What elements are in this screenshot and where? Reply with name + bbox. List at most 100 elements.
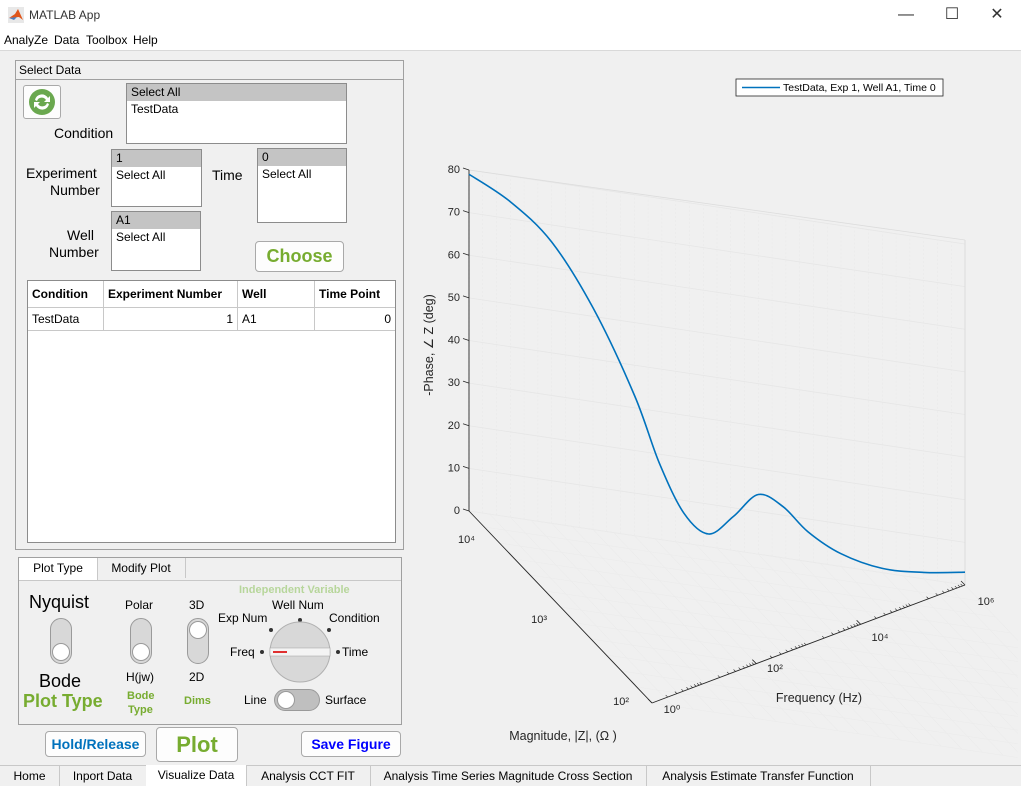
line-surface-switch[interactable] bbox=[274, 689, 320, 711]
polar-label: Polar bbox=[125, 598, 154, 612]
table-cell-condition[interactable]: TestData bbox=[28, 307, 104, 331]
chart-frequency-minor-tick bbox=[665, 694, 668, 698]
select-data-panel: Select Data Condition Select All TestDat… bbox=[15, 60, 404, 550]
chart-frequency-minor-tick bbox=[899, 606, 902, 610]
chart-frequency-minor-tick bbox=[926, 596, 929, 599]
tab-inport-data[interactable]: Inport Data bbox=[59, 766, 147, 786]
minimize-button[interactable]: — bbox=[898, 6, 914, 23]
save-figure-button[interactable]: Save Figure bbox=[301, 731, 401, 757]
tab-home[interactable]: Home bbox=[0, 766, 60, 786]
experiment-label-line1: Experiment bbox=[26, 165, 97, 181]
nyquist-bode-switch-knob[interactable] bbox=[52, 643, 70, 661]
time-listbox[interactable]: 0 Select All bbox=[257, 148, 347, 223]
chart-frequency-minor-tick bbox=[686, 687, 689, 690]
well-item-a1[interactable]: A1 bbox=[112, 212, 200, 229]
menu-analyze[interactable]: AnalyZe bbox=[4, 33, 49, 47]
chart-frequency-minor-tick bbox=[954, 585, 958, 589]
tab-analysis-cct-fit[interactable]: Analysis CCT FIT bbox=[246, 766, 371, 786]
plot-type-label: Plot Type bbox=[23, 691, 103, 711]
time-item-0[interactable]: 0 bbox=[258, 149, 346, 166]
table-header-time-point[interactable]: Time Point bbox=[314, 281, 395, 308]
refresh-button[interactable] bbox=[23, 85, 61, 119]
independent-variable-knob[interactable] bbox=[255, 612, 345, 684]
bode-label: Bode bbox=[39, 671, 82, 691]
condition-listbox[interactable]: Select All TestData bbox=[126, 83, 347, 144]
menu-toolbox[interactable]: Toolbox bbox=[86, 33, 128, 47]
chart-frequency-minor-tick bbox=[674, 691, 678, 694]
chart-frequency-minor-tick bbox=[850, 625, 853, 628]
chart-frequency-minor-tick bbox=[798, 644, 801, 648]
chart-z-tick-label: 80 bbox=[448, 164, 460, 176]
close-button[interactable]: ✕ bbox=[990, 6, 1004, 23]
chart-z-tick bbox=[462, 210, 470, 214]
tab-plot-type[interactable]: Plot Type bbox=[19, 558, 98, 580]
chart-grid bbox=[468, 169, 1018, 758]
chart-frequency-tick bbox=[647, 698, 653, 704]
chart-frequency-minor-tick bbox=[681, 688, 684, 692]
chart-frequency-minor-tick bbox=[726, 671, 730, 675]
condition-label: Condition bbox=[54, 125, 114, 141]
table-cell-experiment-number[interactable]: 1 bbox=[103, 307, 238, 331]
chart-frequency-minor-tick bbox=[699, 682, 702, 685]
dims-switch[interactable] bbox=[187, 618, 209, 664]
tab-modify-plot[interactable]: Modify Plot bbox=[97, 558, 186, 578]
table-header-well[interactable]: Well bbox=[237, 281, 315, 308]
plot-button[interactable]: Plot bbox=[156, 727, 238, 762]
chart-frequency-minor-tick bbox=[790, 647, 794, 651]
chart-legend: TestData, Exp 1, Well A1, Time 0 bbox=[735, 78, 944, 97]
well-item-select-all[interactable]: Select All bbox=[116, 230, 166, 244]
chart-frequency-minor-tick bbox=[742, 665, 745, 669]
chart-z-tick-label: 30 bbox=[448, 377, 460, 389]
well-listbox[interactable]: A1 Select All bbox=[111, 211, 201, 271]
condition-item-select-all[interactable]: Select All bbox=[127, 84, 346, 101]
chart-frequency-minor-tick bbox=[696, 683, 700, 686]
choose-button[interactable]: Choose bbox=[255, 241, 344, 272]
time-item-select-all[interactable]: Select All bbox=[262, 167, 312, 181]
bode-type-label-line1: Bode bbox=[127, 690, 155, 702]
chart-magnitude-tick-label: 10³ bbox=[531, 614, 547, 626]
experiment-item-select-all[interactable]: Select All bbox=[116, 168, 166, 182]
time-knob-label: Time bbox=[342, 645, 369, 659]
chart-magnitude-axis-line bbox=[468, 510, 653, 704]
experiment-label-line2: Number bbox=[50, 182, 100, 198]
chart-frequency-minor-tick bbox=[794, 646, 798, 649]
table-cell-well[interactable]: A1 bbox=[237, 307, 315, 331]
tab-analysis-time-series[interactable]: Analysis Time Series Magnitude Cross Sec… bbox=[370, 766, 647, 786]
polar-hjw-switch[interactable] bbox=[130, 618, 152, 664]
nyquist-bode-switch[interactable] bbox=[50, 618, 72, 664]
line-surface-switch-knob[interactable] bbox=[277, 691, 295, 709]
tab-visualize-data[interactable]: Visualize Data bbox=[146, 765, 247, 786]
chart-frequency-tick-label: 10⁴ bbox=[872, 632, 889, 644]
table-cell-time-point[interactable]: 0 bbox=[314, 307, 395, 331]
chart-z-tick bbox=[462, 167, 470, 171]
bode-3d-chart[interactable]: 0 10 20 30 40 50 60 70 80 10⁰ 10² 10⁴ 10⁶ 10² 10³ 10⁴ -P… bbox=[403, 55, 1018, 760]
chart-frequency-minor-tick bbox=[942, 590, 945, 594]
chart-frequency-minor-tick bbox=[801, 643, 804, 647]
chart-z-tick bbox=[462, 380, 470, 384]
polar-hjw-switch-knob[interactable] bbox=[132, 643, 150, 661]
table-row[interactable]: TestData 1 A1 0 bbox=[28, 307, 395, 331]
table-header-condition[interactable]: Condition bbox=[28, 281, 104, 308]
dims-switch-knob[interactable] bbox=[189, 621, 207, 639]
table-header-experiment-number[interactable]: Experiment Number bbox=[103, 281, 238, 308]
matlab-logo-icon bbox=[8, 7, 24, 23]
tab-analysis-transfer-function[interactable]: Analysis Estimate Transfer Function bbox=[646, 766, 871, 786]
3d-label: 3D bbox=[189, 598, 205, 612]
hold-release-button[interactable]: Hold/Release bbox=[45, 731, 146, 757]
chart-z-tick-label: 60 bbox=[448, 249, 460, 261]
chart-frequency-axis-line bbox=[651, 584, 966, 704]
chart-magnitude-tick-label: 10² bbox=[613, 696, 629, 708]
exp-num-knob-label: Exp Num bbox=[218, 611, 268, 625]
chart-frequency-minor-tick bbox=[717, 675, 721, 678]
menu-data[interactable]: Data bbox=[54, 33, 80, 47]
maximize-button[interactable]: ☐ bbox=[944, 6, 960, 23]
chart-frequency-minor-tick bbox=[749, 663, 752, 666]
menu-help[interactable]: Help bbox=[133, 33, 158, 47]
chart-frequency-minor-tick bbox=[853, 624, 856, 627]
window-title: MATLAB App bbox=[29, 8, 101, 22]
experiment-listbox[interactable]: 1 Select All bbox=[111, 149, 202, 207]
condition-item-testdata[interactable]: TestData bbox=[131, 102, 179, 116]
chart-z-tick-label: 70 bbox=[448, 207, 460, 219]
chart-z-tick-label: 40 bbox=[448, 335, 460, 347]
experiment-item-1[interactable]: 1 bbox=[112, 150, 201, 167]
